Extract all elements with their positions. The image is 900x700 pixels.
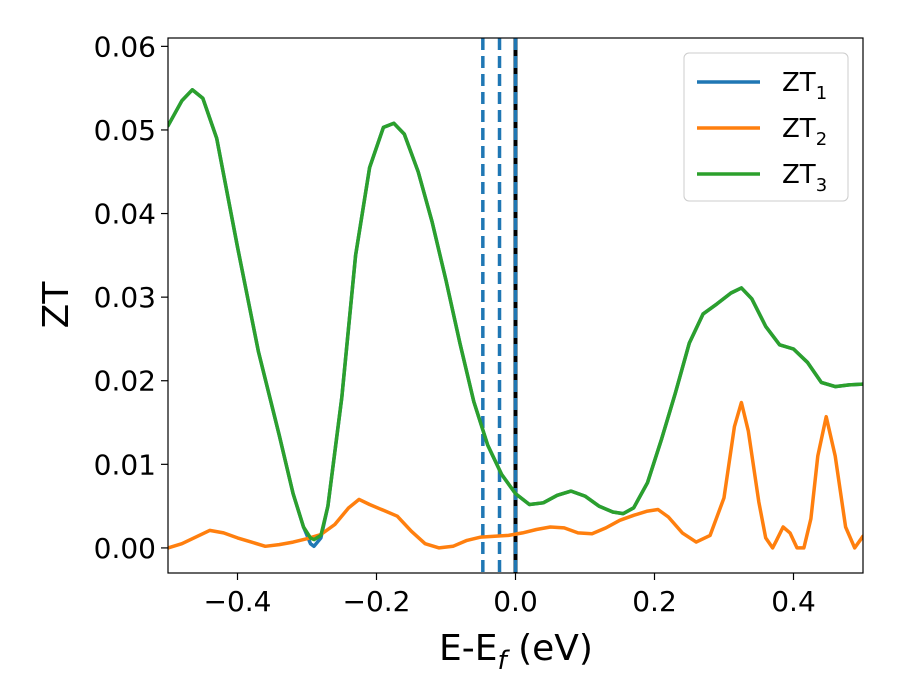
legend-label-zt2: ZT2 — [782, 114, 827, 150]
y-tick-label: 0.00 — [94, 532, 156, 565]
x-tick-label: 0.4 — [771, 585, 816, 618]
y-tick-label: 0.02 — [94, 365, 156, 398]
y-tick-label: 0.04 — [94, 198, 156, 231]
series-line-zt2 — [168, 400, 863, 550]
legend-label-zt1: ZT1 — [782, 68, 827, 104]
y-tick-label: 0.01 — [94, 448, 156, 481]
x-axis-label: E-Ef (eV) — [439, 628, 593, 676]
series-line-zt3 — [168, 88, 863, 542]
y-tick-label: 0.03 — [94, 281, 156, 314]
x-tick-label: −0.4 — [204, 585, 272, 618]
legend-label-zt3: ZT3 — [782, 160, 827, 196]
vertical-reference-lines — [481, 38, 518, 573]
y-axis-ticks: 0.00 0.01 0.02 0.03 0.04 0.05 0.06 — [94, 30, 168, 565]
x-tick-label: 0.0 — [493, 585, 538, 618]
series-layer — [168, 88, 863, 550]
x-tick-label: −0.2 — [343, 585, 411, 618]
legend: ZT1 ZT2 ZT3 — [683, 52, 849, 202]
x-axis-ticks: −0.4 −0.2 0.0 0.2 0.4 — [204, 573, 816, 618]
y-tick-label: 0.06 — [94, 30, 156, 63]
x-tick-label: 0.2 — [632, 585, 677, 618]
y-axis-label: ZT — [36, 281, 77, 329]
legend-box — [683, 52, 849, 202]
y-tick-label: 0.05 — [94, 114, 156, 147]
